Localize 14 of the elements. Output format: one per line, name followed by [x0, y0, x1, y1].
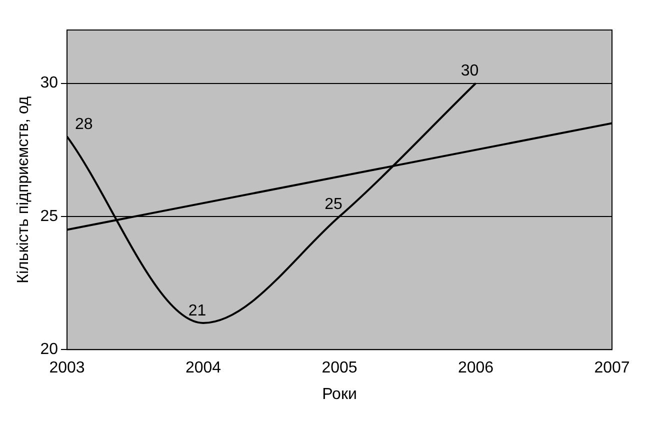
x-tick-label: 2005 — [322, 360, 358, 377]
data-label: 21 — [188, 302, 206, 320]
x-tick-label: 2006 — [458, 360, 494, 377]
data-label: 30 — [460, 62, 479, 80]
y-tick-label: 25 — [40, 208, 58, 225]
y-axis-title: Кількість підприємств, од — [15, 96, 32, 284]
y-tick-label: 30 — [40, 74, 58, 92]
data-label: 25 — [324, 196, 342, 213]
x-axis-title: Роки — [322, 386, 357, 403]
y-tick-label: 20 — [40, 341, 58, 358]
x-tick-label: 2004 — [185, 360, 222, 377]
x-tick-label: 2003 — [49, 360, 85, 377]
x-tick-label: 2007 — [594, 360, 630, 377]
data-label: 28 — [74, 116, 93, 133]
